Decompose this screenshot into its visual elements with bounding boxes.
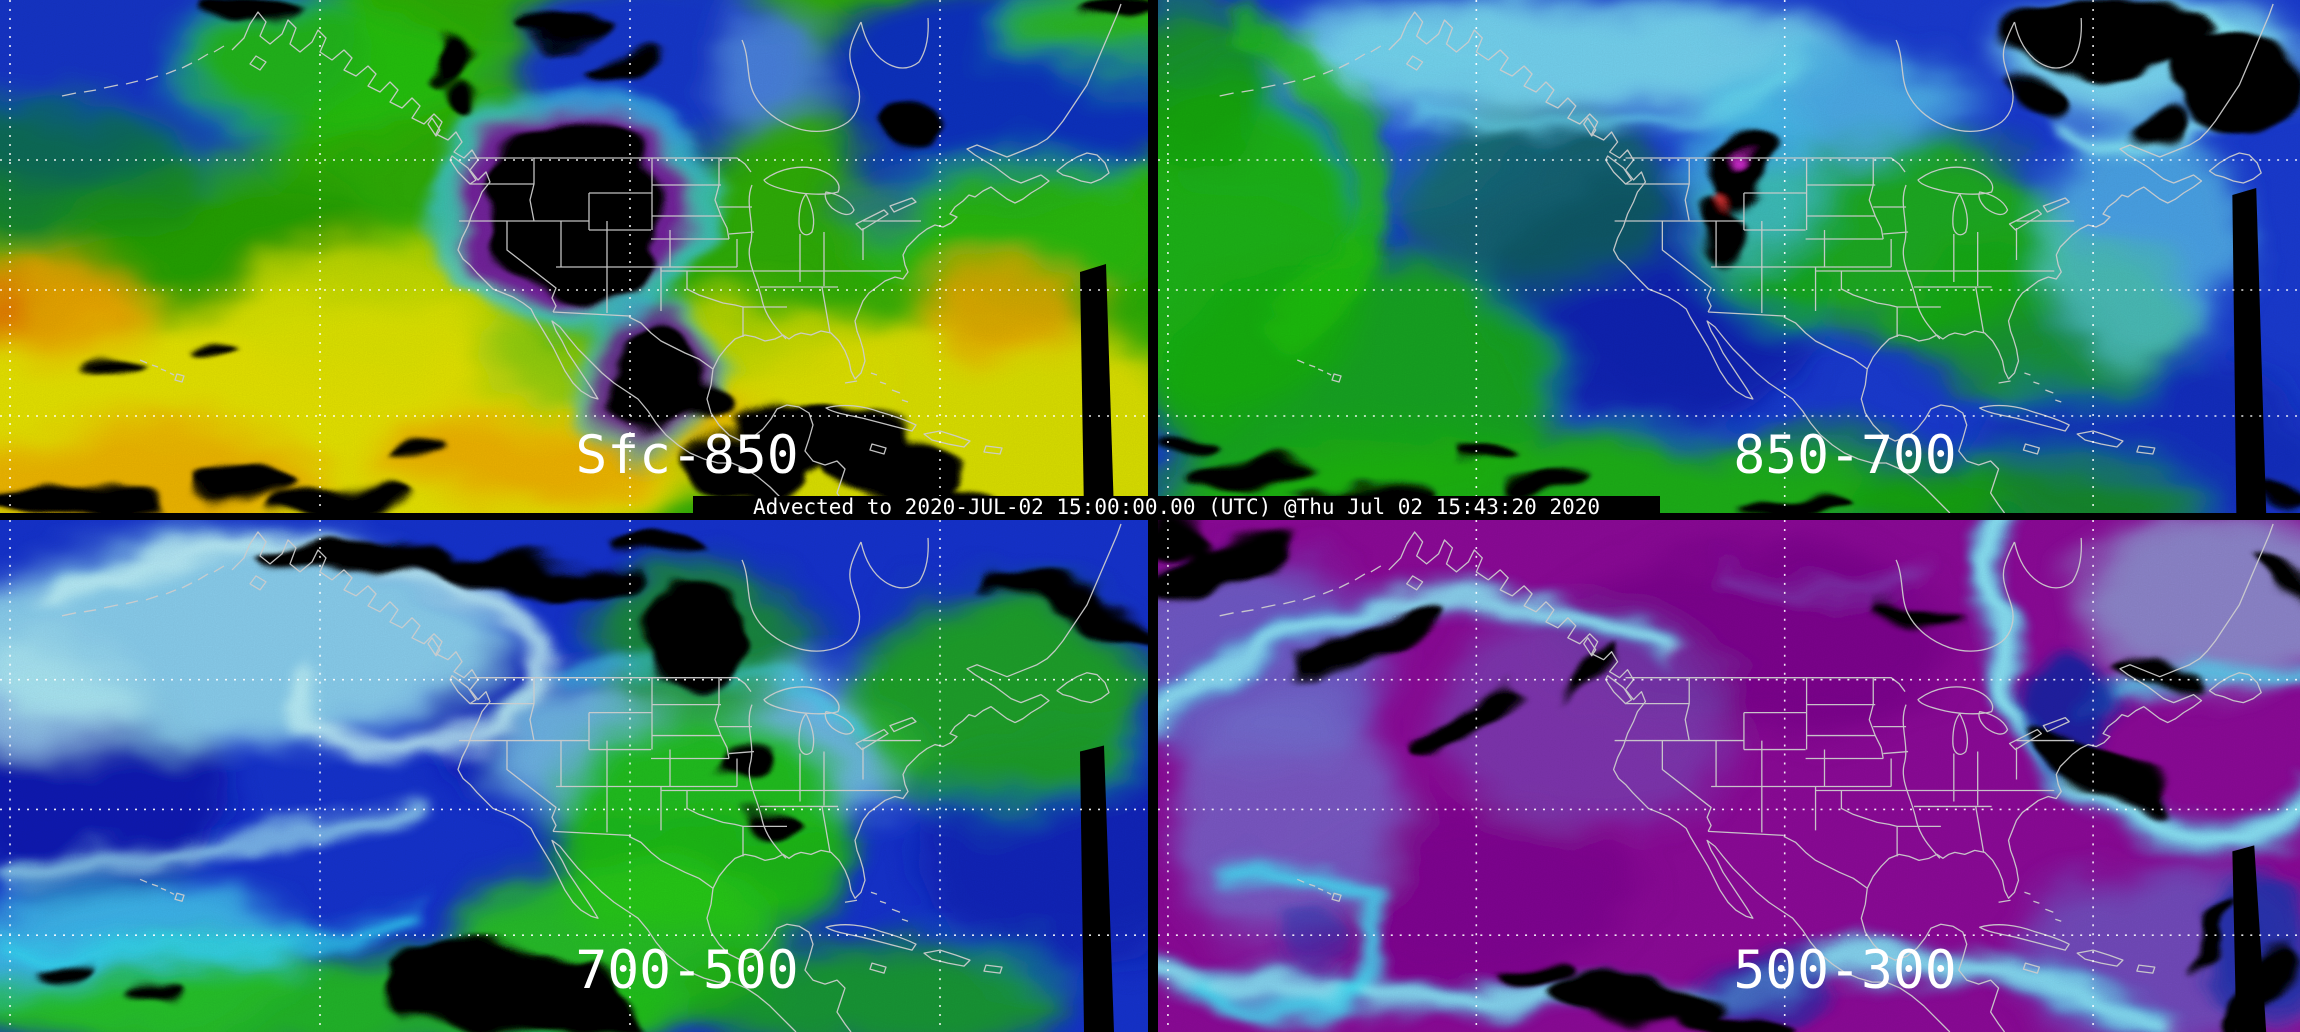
timestamp-banner-text: Advected to 2020-JUL-02 15:00:00.00 (UTC… bbox=[752, 495, 1601, 519]
panel-sfc-850: Sfc-850 bbox=[0, 0, 1148, 513]
850-700-field-image bbox=[1158, 0, 2300, 513]
panel-700-500: 700-500 bbox=[0, 520, 1148, 1032]
panel-label-850-700: 850-700 bbox=[1733, 425, 1957, 486]
700-500-field-image bbox=[0, 520, 1148, 1032]
panel-label-sfc-850: Sfc-850 bbox=[575, 425, 799, 486]
panel-label-700-500: 700-500 bbox=[575, 940, 799, 1001]
500-300-field-image bbox=[1158, 520, 2300, 1032]
timestamp-banner: Advected to 2020-JUL-02 15:00:00.00 (UTC… bbox=[693, 496, 1660, 519]
panel-label-500-300: 500-300 bbox=[1733, 940, 1957, 1001]
sfc-850-field-image bbox=[0, 0, 1148, 513]
panel-850-700: 850-700 bbox=[1158, 0, 2300, 513]
panel-500-300: 500-300 bbox=[1158, 520, 2300, 1032]
